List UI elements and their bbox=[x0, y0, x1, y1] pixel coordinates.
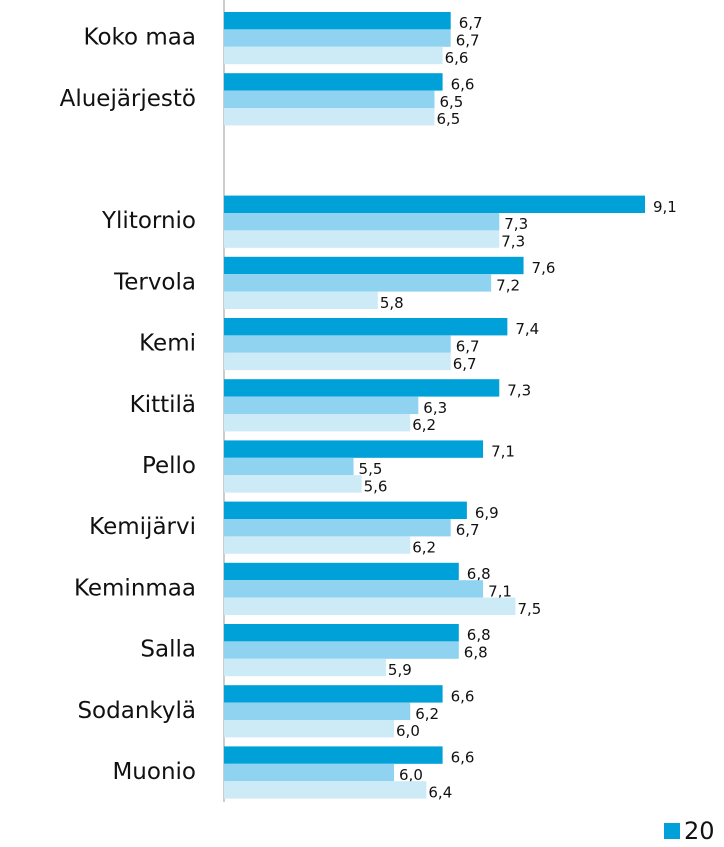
value-label: 6,7 bbox=[453, 355, 477, 373]
value-label: 7,1 bbox=[491, 443, 515, 461]
value-label: 6,8 bbox=[467, 626, 491, 644]
value-label: 7,1 bbox=[488, 582, 512, 600]
bar bbox=[224, 580, 484, 598]
value-label: 6,2 bbox=[412, 539, 436, 557]
value-label: 6,6 bbox=[451, 75, 475, 93]
bar bbox=[224, 685, 443, 703]
bar bbox=[224, 213, 500, 231]
value-label: 6,8 bbox=[464, 644, 488, 662]
bar bbox=[224, 414, 411, 432]
category-label: Pello bbox=[142, 453, 196, 479]
legend-label: 20 bbox=[684, 817, 715, 845]
bar bbox=[224, 335, 451, 353]
value-label: 6,5 bbox=[440, 93, 464, 111]
bar bbox=[224, 396, 419, 414]
bar bbox=[224, 658, 386, 677]
bar bbox=[224, 230, 500, 248]
bar bbox=[224, 597, 516, 615]
bar bbox=[224, 108, 435, 126]
value-label: 9,1 bbox=[653, 198, 677, 216]
bar bbox=[224, 702, 411, 720]
category-label: Muonio bbox=[112, 759, 196, 785]
bar bbox=[224, 291, 378, 309]
bar bbox=[224, 536, 411, 554]
value-label: 7,4 bbox=[515, 320, 539, 338]
legend-swatch bbox=[664, 823, 680, 839]
value-label: 6,0 bbox=[399, 766, 423, 784]
value-label: 6,8 bbox=[467, 565, 491, 583]
value-label: 6,6 bbox=[445, 49, 469, 67]
value-label: 5,9 bbox=[388, 661, 412, 679]
value-label: 6,7 bbox=[456, 338, 480, 356]
value-label: 7,3 bbox=[504, 215, 528, 233]
category-label: Salla bbox=[140, 637, 196, 663]
bar bbox=[224, 274, 492, 292]
bar bbox=[224, 12, 451, 30]
bar bbox=[224, 763, 395, 782]
value-label: 7,3 bbox=[501, 233, 525, 251]
value-label: 5,6 bbox=[364, 477, 388, 495]
bar bbox=[224, 519, 451, 537]
category-label: Keminmaa bbox=[74, 575, 196, 601]
bar bbox=[224, 440, 484, 458]
value-label: 6,0 bbox=[396, 722, 420, 740]
bar bbox=[224, 457, 354, 476]
value-label: 6,6 bbox=[451, 749, 475, 767]
value-label: 6,2 bbox=[415, 705, 439, 723]
value-label: 6,9 bbox=[475, 504, 499, 522]
bar bbox=[224, 195, 645, 213]
value-label: 6,3 bbox=[423, 399, 447, 417]
bar bbox=[224, 352, 451, 371]
value-label: 7,5 bbox=[517, 600, 541, 618]
value-label: 5,8 bbox=[380, 294, 404, 312]
bar bbox=[224, 562, 459, 581]
value-label: 6,7 bbox=[456, 521, 480, 539]
bar bbox=[224, 720, 395, 738]
bar bbox=[224, 29, 451, 47]
bar bbox=[224, 641, 459, 659]
value-label: 7,6 bbox=[532, 259, 556, 277]
bar bbox=[224, 46, 443, 65]
bar bbox=[224, 318, 508, 336]
category-label: Kemi bbox=[139, 331, 196, 357]
bar bbox=[224, 90, 435, 108]
bar bbox=[224, 501, 467, 519]
value-label: 6,2 bbox=[412, 416, 436, 434]
bar bbox=[224, 624, 459, 642]
value-label: 5,5 bbox=[359, 460, 383, 478]
category-label: Sodankylä bbox=[77, 698, 196, 724]
value-label: 6,7 bbox=[459, 14, 483, 32]
value-label: 6,5 bbox=[437, 110, 461, 128]
category-label: Kemijärvi bbox=[89, 514, 196, 540]
bar bbox=[224, 746, 443, 764]
category-label: Aluejärjestö bbox=[60, 86, 196, 112]
value-label: 6,4 bbox=[428, 783, 452, 801]
value-label: 7,3 bbox=[507, 381, 531, 399]
value-label: 6,7 bbox=[456, 32, 480, 50]
category-label: Tervola bbox=[113, 269, 196, 295]
bar bbox=[224, 73, 443, 91]
bar bbox=[224, 256, 524, 275]
bar bbox=[224, 475, 362, 493]
value-label: 6,6 bbox=[451, 687, 475, 705]
category-label: Ylitornio bbox=[101, 208, 196, 234]
bar bbox=[224, 781, 427, 799]
value-label: 7,2 bbox=[496, 276, 520, 294]
bar bbox=[224, 379, 500, 397]
category-label: Kittilä bbox=[130, 392, 196, 418]
category-label: Koko maa bbox=[84, 25, 196, 51]
